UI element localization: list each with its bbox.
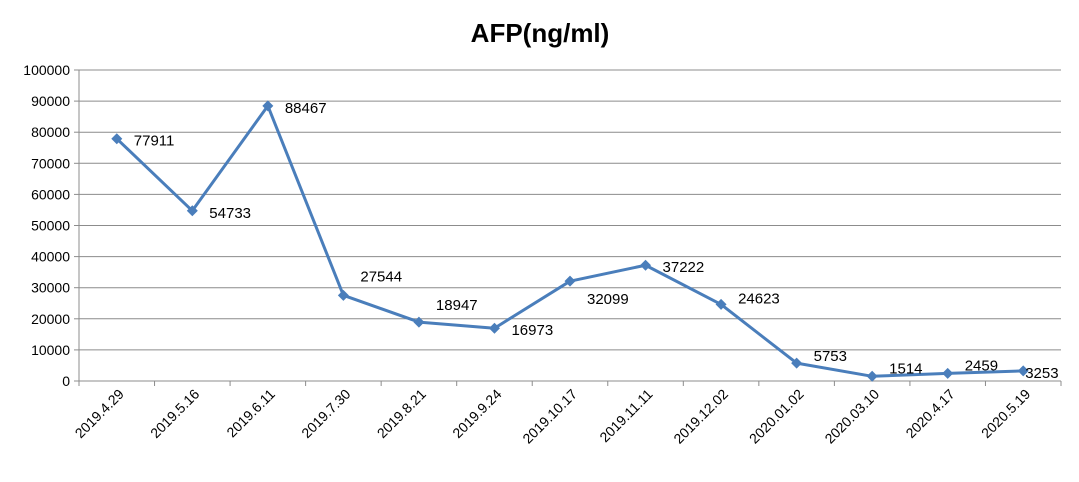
data-label: 77911: [134, 133, 175, 150]
x-tick-label: 2020.4.17: [902, 386, 958, 442]
data-point-marker: [640, 259, 652, 271]
data-label: 24623: [738, 290, 780, 307]
data-point-marker: [337, 289, 349, 301]
data-label: 27544: [360, 268, 402, 285]
gridlines: [79, 69, 1061, 351]
x-axis-ticks: 2019.4.29 2019.5.16 2019.6.11 2019.7.30 2019…: [72, 381, 1062, 447]
data-point-marker: [111, 133, 123, 145]
y-tick-label: 20000: [31, 311, 70, 327]
data-label: 88467: [285, 100, 327, 117]
data-point-marker: [413, 316, 425, 328]
x-tick-label: 2019.8.21: [374, 386, 430, 442]
y-axis-ticks: 0 10000 20000 30000 40000 50000 60000 70000 8000…: [23, 62, 79, 389]
x-tick-label: 2019.4.29: [72, 386, 128, 442]
y-tick-label: 30000: [31, 280, 70, 296]
y-tick-label: 60000: [31, 186, 70, 202]
data-label: 37222: [663, 259, 705, 276]
chart-title: AFP(ng/ml): [471, 18, 610, 48]
data-label: 5753: [814, 348, 847, 365]
data-point-marker: [791, 357, 803, 369]
data-labels: 77911 54733 88467 27544 18947 16973 32099 37222…: [134, 100, 1059, 382]
data-point-marker: [1017, 365, 1029, 377]
y-tick-label: 80000: [31, 124, 70, 140]
data-point-marker: [942, 367, 954, 379]
data-label: 54733: [209, 205, 251, 222]
y-tick-label: 70000: [31, 155, 70, 171]
data-label: 1514: [889, 360, 922, 377]
y-tick-label: 90000: [31, 93, 70, 109]
data-label: 3253: [1025, 365, 1058, 382]
data-label: 32099: [587, 291, 629, 308]
x-tick-label: 2019.11.11: [596, 386, 656, 446]
x-tick-label: 2020.01.02: [746, 386, 807, 447]
x-tick-label: 2019.7.30: [298, 386, 354, 442]
y-tick-label: 100000: [23, 62, 70, 78]
x-tick-label: 2020.5.19: [978, 386, 1034, 442]
series-line: [115, 104, 1024, 378]
data-label: 18947: [436, 297, 478, 314]
data-label: 2459: [965, 357, 998, 374]
x-tick-label: 2019.10.17: [519, 386, 580, 447]
series-markers: [111, 100, 1029, 382]
data-point-marker: [715, 298, 727, 310]
y-tick-label: 40000: [31, 249, 70, 265]
series-line-path: [115, 104, 1024, 378]
x-tick-label: 2019.9.24: [449, 386, 505, 442]
x-tick-label: 2019.6.11: [223, 386, 278, 441]
data-point-marker: [262, 100, 274, 112]
y-tick-label: 10000: [31, 342, 70, 358]
data-point-marker: [866, 370, 878, 382]
data-label: 16973: [511, 322, 553, 339]
y-tick-label: 50000: [31, 218, 70, 234]
data-point-marker: [564, 275, 576, 287]
x-tick-label: 2020.03.10: [821, 386, 882, 447]
x-tick-label: 2019.12.02: [670, 386, 731, 447]
y-tick-label: 0: [62, 373, 70, 389]
x-tick-label: 2019.5.16: [147, 386, 203, 442]
data-point-marker: [186, 205, 198, 217]
data-point-marker: [488, 322, 500, 334]
